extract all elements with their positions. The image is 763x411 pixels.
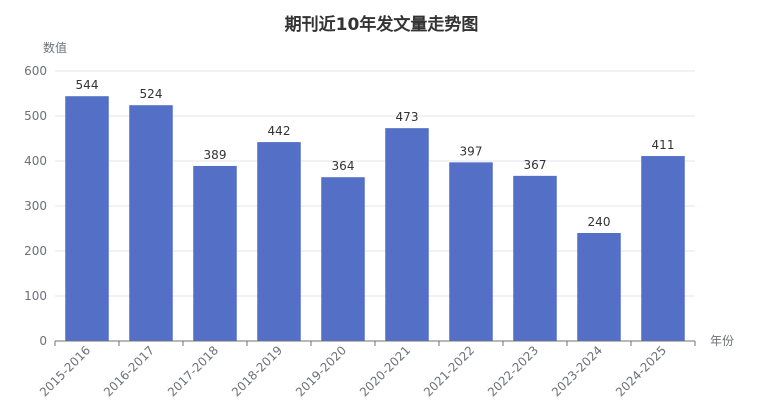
y-tick-label: 400: [24, 154, 47, 168]
bar: [577, 233, 621, 341]
data-label: 389: [204, 148, 227, 162]
bar: [65, 96, 109, 341]
data-label: 524: [140, 87, 163, 101]
bar: [641, 156, 685, 341]
data-label: 240: [588, 215, 611, 229]
y-tick-label: 300: [24, 199, 47, 213]
x-axis-title: 年份: [710, 334, 734, 348]
x-tick-label: 2022-2023: [485, 343, 541, 399]
y-tick-label: 100: [24, 289, 47, 303]
bar: [321, 177, 365, 341]
y-axis-title: 数值: [43, 40, 67, 55]
bar: [513, 175, 557, 341]
bar: [129, 105, 173, 341]
x-tick-label: 2020-2021: [357, 343, 413, 399]
bar: [385, 128, 429, 341]
data-label: 367: [524, 158, 547, 172]
x-tick-label: 2021-2022: [421, 343, 477, 399]
y-tick-label: 0: [39, 334, 47, 348]
bar: [449, 162, 493, 341]
y-tick-label: 600: [24, 64, 47, 78]
data-label: 544: [76, 78, 99, 92]
data-label: 411: [652, 138, 675, 152]
data-labels: 544 524 389 442 364 473 397 367 240 411: [76, 78, 675, 229]
x-tick-label: 2015-2016: [37, 343, 93, 399]
bar-series: [65, 96, 685, 341]
x-tick-label: 2019-2020: [293, 343, 349, 399]
x-tick-label: 2018-2019: [229, 343, 285, 399]
bar: [193, 165, 237, 341]
data-label: 364: [332, 159, 355, 173]
y-tick-label: 500: [24, 109, 47, 123]
chart-title: 期刊近10年发文量走势图: [284, 15, 479, 35]
x-tick-label: 2024-2025: [613, 343, 669, 399]
y-tick-label: 200: [24, 244, 47, 258]
x-tick-label: 2023-2024: [549, 343, 605, 399]
data-label: 442: [268, 124, 291, 138]
x-tick-label: 2016-2017: [101, 343, 157, 399]
data-label: 397: [460, 144, 483, 158]
bar: [257, 142, 301, 341]
data-label: 473: [396, 110, 419, 124]
x-tick-label: 2017-2018: [165, 343, 221, 399]
